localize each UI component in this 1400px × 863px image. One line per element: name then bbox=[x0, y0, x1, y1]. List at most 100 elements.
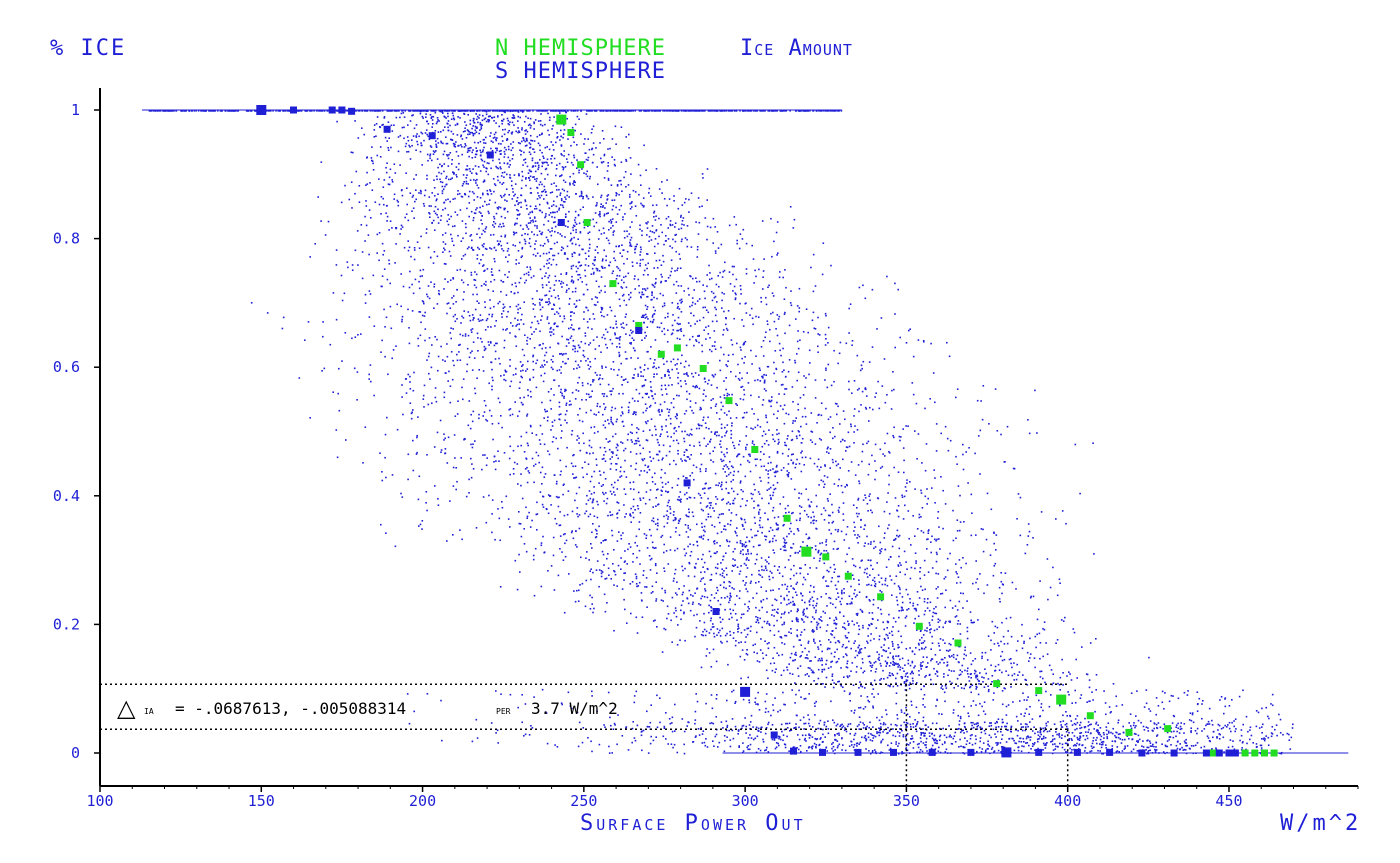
cloud-point bbox=[495, 122, 497, 124]
cloud-point bbox=[548, 148, 551, 151]
cloud-point bbox=[770, 461, 772, 464]
cloud-point bbox=[865, 748, 867, 750]
cloud-point bbox=[554, 275, 557, 278]
cloud-point bbox=[471, 350, 473, 352]
cloud-point bbox=[631, 441, 633, 443]
cloud-point bbox=[873, 662, 876, 664]
cloud-point bbox=[457, 190, 459, 192]
cloud-point bbox=[707, 362, 709, 364]
cloud-point bbox=[826, 476, 829, 479]
cloud-point bbox=[885, 665, 887, 667]
cloud-point bbox=[428, 212, 430, 214]
cloud-point bbox=[298, 377, 301, 379]
cloud-point bbox=[683, 451, 686, 453]
cloud-point bbox=[977, 714, 980, 717]
cloud-point bbox=[590, 409, 592, 412]
cloud-point bbox=[557, 447, 559, 450]
cloud-point bbox=[534, 170, 537, 173]
cloud-point bbox=[548, 281, 550, 283]
cloud-point bbox=[1019, 534, 1022, 537]
cloud-point bbox=[487, 193, 489, 196]
cloud-point bbox=[728, 509, 730, 511]
cloud-point bbox=[381, 124, 383, 126]
cloud-point bbox=[548, 300, 550, 303]
cloud-point bbox=[713, 345, 716, 347]
cloud-point bbox=[859, 648, 861, 651]
cloud-point bbox=[739, 590, 741, 592]
cloud-point bbox=[519, 224, 522, 227]
cloud-point bbox=[1151, 745, 1153, 747]
cloud-point bbox=[834, 528, 837, 531]
cloud-point bbox=[698, 341, 700, 344]
cloud-point bbox=[875, 470, 877, 472]
cloud-point bbox=[584, 264, 587, 266]
cloud-point bbox=[572, 537, 575, 540]
cloud-point bbox=[729, 608, 731, 611]
cloud-point bbox=[679, 338, 681, 340]
cloud-point bbox=[595, 280, 598, 282]
cloud-point bbox=[968, 742, 971, 744]
cloud-point bbox=[390, 110, 392, 112]
cloud-point bbox=[756, 110, 759, 112]
cloud-point bbox=[446, 343, 448, 345]
cloud-point bbox=[997, 743, 999, 745]
cloud-point bbox=[519, 116, 521, 119]
cloud-point bbox=[857, 534, 859, 536]
cloud-point bbox=[501, 506, 504, 509]
cloud-point bbox=[914, 567, 916, 570]
cloud-point bbox=[1110, 731, 1112, 734]
cloud-point bbox=[514, 245, 517, 247]
cloud-point bbox=[647, 726, 649, 728]
cloud-point bbox=[516, 110, 518, 112]
cloud-point bbox=[742, 549, 744, 551]
cloud-point bbox=[702, 416, 705, 419]
cloud-point bbox=[607, 567, 610, 570]
cloud-point bbox=[524, 334, 526, 336]
cloud-point bbox=[703, 110, 705, 112]
cloud-point bbox=[956, 388, 959, 390]
cloud-point bbox=[479, 337, 482, 340]
cloud-point bbox=[781, 584, 784, 586]
cloud-point bbox=[888, 452, 891, 454]
cloud-point bbox=[815, 567, 818, 569]
cloud-point bbox=[620, 279, 623, 281]
cloud-point bbox=[373, 136, 376, 138]
cloud-point bbox=[532, 148, 534, 150]
cloud-point bbox=[529, 379, 531, 381]
cloud-point bbox=[538, 183, 541, 186]
cloud-point bbox=[848, 307, 850, 310]
cloud-point bbox=[492, 178, 495, 180]
cloud-point bbox=[1097, 749, 1099, 752]
cloud-point bbox=[731, 502, 734, 505]
cloud-point bbox=[643, 470, 646, 472]
cloud-point bbox=[525, 431, 528, 434]
cloud-point bbox=[604, 426, 607, 429]
cloud-point bbox=[596, 560, 599, 562]
cloud-point bbox=[428, 297, 431, 300]
cloud-point bbox=[556, 136, 558, 139]
cloud-point bbox=[549, 302, 551, 304]
cloud-point bbox=[862, 284, 864, 287]
cloud-point bbox=[314, 243, 316, 245]
cloud-point bbox=[693, 445, 695, 447]
cloud-point bbox=[833, 655, 836, 658]
cloud-point bbox=[370, 157, 373, 159]
cloud-point bbox=[956, 530, 959, 532]
cloud-point bbox=[752, 545, 755, 548]
cloud-point bbox=[542, 155, 544, 158]
cloud-point bbox=[815, 548, 817, 551]
cloud-point bbox=[975, 738, 977, 741]
cloud-point bbox=[845, 636, 847, 639]
cloud-point bbox=[474, 212, 477, 215]
cloud-point bbox=[457, 110, 459, 112]
cloud-point bbox=[409, 192, 412, 194]
cloud-point bbox=[613, 570, 616, 573]
cloud-point bbox=[838, 680, 840, 683]
cloud-point bbox=[451, 240, 454, 242]
cloud-point bbox=[861, 610, 863, 612]
cloud-point bbox=[513, 115, 515, 117]
cloud-point bbox=[929, 629, 931, 631]
cloud-point bbox=[807, 498, 810, 501]
cloud-point bbox=[824, 509, 827, 512]
cloud-point bbox=[678, 588, 680, 590]
